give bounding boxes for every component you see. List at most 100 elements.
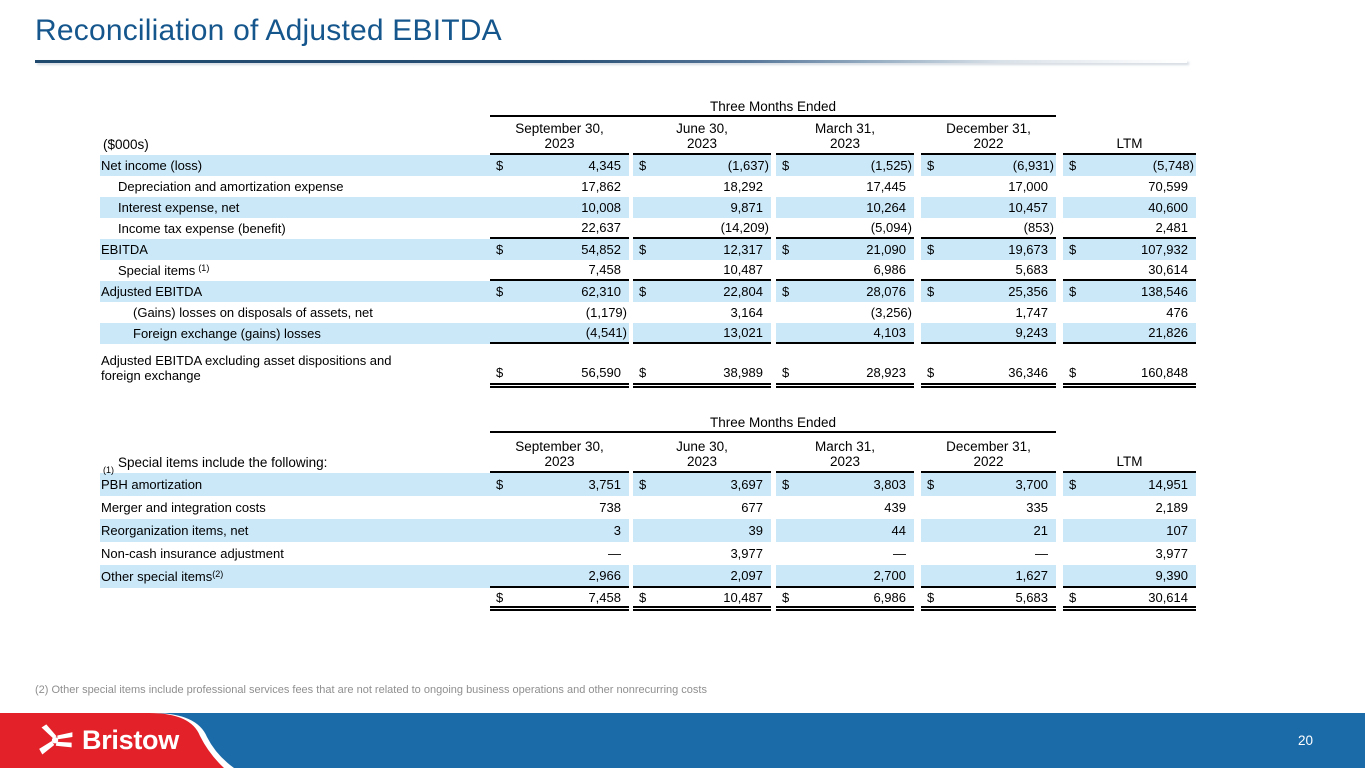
title-rule <box>35 60 1187 63</box>
value-cell: (1,179) <box>490 302 629 323</box>
dollar-sign: $ <box>639 589 647 605</box>
value-cell: 17,445 <box>776 176 914 197</box>
value-cell: 3 <box>490 519 629 542</box>
dollar-sign: $ <box>782 365 790 380</box>
cell-value: — <box>608 546 621 561</box>
dollar-sign: $ <box>927 365 935 380</box>
period-span-header: Three Months Ended <box>490 415 1056 433</box>
cell-value: 3,697 <box>730 477 763 492</box>
cell-value: 19,673 <box>1008 242 1048 257</box>
cell-value: 2,097 <box>730 568 763 583</box>
cell-value: 107,932 <box>1141 242 1188 257</box>
value-cell: 476 <box>1063 302 1196 323</box>
cell-value: 54,852 <box>581 242 621 257</box>
cell-value: (853) <box>1023 220 1054 235</box>
logo-wordmark: Bristow <box>82 725 179 755</box>
value-cell: $ (6,931) <box>921 155 1056 176</box>
cell-value: (5,748) <box>1152 158 1194 173</box>
row-label: Other special items(2) <box>100 565 490 588</box>
column-header: June 30, 2023 <box>633 437 771 473</box>
table-header: Three Months Ended ($000s) September 30, 20… <box>100 99 1196 155</box>
cell-value: 9,243 <box>1015 325 1048 340</box>
value-cell: 7,458 <box>490 260 629 281</box>
value-cell: $38,989 <box>633 344 771 388</box>
value-cell: $36,346 <box>921 344 1056 388</box>
cell-value: 28,076 <box>866 284 906 299</box>
cell-value: 22,637 <box>581 220 621 235</box>
dollar-sign: $ <box>496 242 504 257</box>
value-cell: (4,541) <box>490 323 629 344</box>
column-header: September 30, 2023 <box>490 119 629 155</box>
column-header: December 31, 2022 <box>921 119 1056 155</box>
logo-ribbon-shape <box>0 713 234 768</box>
cell-value: 4,103 <box>873 325 906 340</box>
cell-value: 738 <box>599 500 621 515</box>
cell-value: 10,008 <box>581 200 621 215</box>
table-row: Other special items(2) 2,966 2,097 2,700 1,6… <box>100 565 1196 588</box>
corner-label: (1) Special items include the following: <box>103 455 328 475</box>
value-cell: 18,292 <box>633 176 771 197</box>
dollar-sign: $ <box>496 589 504 605</box>
value-cell: 2,097 <box>633 565 771 588</box>
dollar-sign: $ <box>927 284 935 299</box>
dollar-sign: $ <box>1069 589 1077 605</box>
value-cell: 335 <box>921 496 1056 519</box>
table-row: Reorganization items, net 3 39 44 21 107 <box>100 519 1196 542</box>
cell-value: 28,923 <box>866 365 906 380</box>
dollar-sign: $ <box>927 477 935 492</box>
value-cell: — <box>921 542 1056 565</box>
value-cell: — <box>776 542 914 565</box>
cell-value: 2,481 <box>1155 220 1188 235</box>
cell-value: 40,600 <box>1148 200 1188 215</box>
cell-value: 5,683 <box>1015 262 1048 277</box>
row-label: Net income (loss) <box>100 155 490 176</box>
value-cell: 1,627 <box>921 565 1056 588</box>
dollar-sign: $ <box>782 242 790 257</box>
value-cell: $ (5,748) <box>1063 155 1196 176</box>
value-cell: 40,600 <box>1063 197 1196 218</box>
dollar-sign: $ <box>927 158 935 173</box>
value-cell: 17,000 <box>921 176 1056 197</box>
cell-value: 1,747 <box>1015 305 1048 320</box>
dollar-sign: $ <box>639 242 647 257</box>
value-cell: $138,546 <box>1063 281 1196 302</box>
value-cell: $6,986 <box>776 588 914 611</box>
cell-value: 17,862 <box>581 179 621 194</box>
value-cell: — <box>490 542 629 565</box>
cell-value: 10,487 <box>723 589 763 605</box>
cell-value: 3,164 <box>730 305 763 320</box>
cell-value: 22,804 <box>723 284 763 299</box>
value-cell: 2,189 <box>1063 496 1196 519</box>
row-label: Merger and integration costs <box>101 500 266 515</box>
cell-value: 335 <box>1026 500 1048 515</box>
table-row: Adjusted EBITDA excluding asset disposit… <box>100 344 1196 388</box>
dollar-sign: $ <box>782 158 790 173</box>
cell-value: 476 <box>1166 305 1188 320</box>
cell-value: 160,848 <box>1141 365 1188 380</box>
cell-value: 25,356 <box>1008 284 1048 299</box>
value-cell: 70,599 <box>1063 176 1196 197</box>
footnote-marker: (2) <box>212 569 224 579</box>
footnote-marker: (1) <box>198 263 210 273</box>
table-row: Merger and integration costs 738 677 439 335… <box>100 496 1196 519</box>
dollar-sign: $ <box>496 477 504 492</box>
value-cell: $3,697 <box>633 473 771 496</box>
value-cell: 9,243 <box>921 323 1056 344</box>
value-cell: $62,310 <box>490 281 629 302</box>
cell-value: — <box>1035 546 1048 561</box>
table-row: $7,458 $10,487 $6,986 $5,683 $30,614 <box>100 588 1196 611</box>
cell-value: 56,590 <box>581 365 621 380</box>
cell-value: (6,931) <box>1012 158 1054 173</box>
dollar-sign: $ <box>1069 365 1077 380</box>
value-cell: $ (1,525) <box>776 155 914 176</box>
column-header: September 30, 2023 <box>490 437 629 473</box>
dollar-sign: $ <box>496 158 504 173</box>
cell-value: 138,546 <box>1141 284 1188 299</box>
row-label: Adjusted EBITDA excluding asset disposit… <box>101 353 392 383</box>
dollar-sign: $ <box>1069 242 1077 257</box>
value-cell: $28,923 <box>776 344 914 388</box>
column-headers-row: (1) Special items include the following: S… <box>100 437 1196 475</box>
value-cell: $19,673 <box>921 239 1056 260</box>
value-cell: $10,487 <box>633 588 771 611</box>
